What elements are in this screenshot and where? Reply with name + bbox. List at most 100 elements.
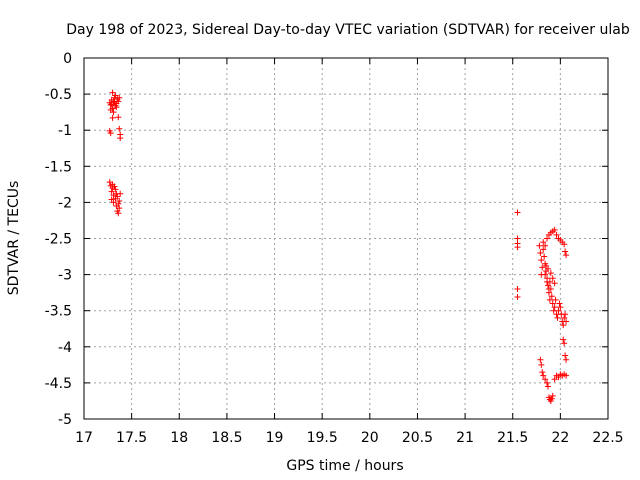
data-point-marker: [115, 98, 122, 105]
x-tick-label: 21.5: [497, 430, 528, 446]
data-point-marker: [514, 209, 521, 216]
data-point-marker: [116, 125, 123, 132]
data-point-marker: [111, 99, 118, 106]
data-point-marker: [514, 286, 521, 293]
data-point-marker: [563, 252, 570, 259]
data-point-marker: [544, 235, 551, 242]
x-tick-label: 19.5: [307, 430, 338, 446]
data-point-marker: [560, 322, 567, 329]
data-point-marker: [117, 135, 124, 142]
x-tick-label: 18: [170, 430, 188, 446]
x-tick-label: 20: [361, 430, 379, 446]
y-tick-label: -1: [58, 123, 72, 139]
data-point-marker: [556, 300, 563, 307]
data-point-marker: [555, 307, 562, 314]
data-point-marker: [110, 192, 117, 199]
data-points: [106, 89, 570, 404]
x-tick-label: 19: [266, 430, 284, 446]
data-point-marker: [537, 356, 544, 363]
data-point-marker: [540, 246, 547, 253]
data-point-marker: [547, 270, 554, 277]
data-point-marker: [540, 372, 547, 379]
data-point-marker: [542, 376, 549, 383]
y-tick-label: 0: [63, 51, 72, 67]
data-point-marker: [544, 282, 551, 289]
x-tick-label: 17: [75, 430, 93, 446]
data-point-marker: [107, 101, 114, 108]
data-point-marker: [536, 242, 543, 249]
data-point-marker: [561, 314, 568, 321]
data-point-marker: [539, 264, 546, 271]
x-tick-label: 18.5: [211, 430, 242, 446]
y-tick-label: -3.5: [45, 304, 72, 320]
data-point-marker: [563, 372, 570, 379]
data-point-marker: [551, 304, 558, 311]
y-tick-label: -0.5: [45, 87, 72, 103]
data-point-marker: [542, 242, 549, 249]
data-point-marker: [514, 293, 521, 300]
y-tick-label: -5: [58, 412, 72, 428]
data-point-marker: [538, 361, 545, 368]
data-point-marker: [112, 92, 119, 99]
data-point-marker: [562, 352, 569, 359]
data-point-marker: [113, 203, 120, 210]
data-point-marker: [115, 210, 122, 217]
data-point-marker: [551, 226, 558, 233]
data-point-marker: [563, 356, 570, 363]
x-tick-label: 22: [551, 430, 569, 446]
chart-title: Day 198 of 2023, Sidereal Day-to-day VTE…: [66, 22, 630, 38]
data-point-marker: [545, 286, 552, 293]
y-tick-labels: 0 -0.5 -1 -1.5 -2 -2.5 -3 -3.5 -4 -4.5 -5: [45, 51, 72, 428]
data-point-marker: [562, 311, 569, 318]
data-point-marker: [549, 392, 556, 399]
data-point-marker: [110, 109, 117, 116]
data-point-marker: [540, 239, 547, 246]
data-point-marker: [514, 244, 521, 251]
data-point-marker: [554, 314, 561, 321]
y-tick-label: -1.5: [45, 159, 72, 175]
data-point-marker: [551, 376, 558, 383]
y-tick-label: -2.5: [45, 232, 72, 248]
data-point-marker: [110, 199, 117, 206]
data-point-marker: [539, 369, 546, 376]
x-tick-label: 22.5: [592, 430, 623, 446]
x-tick-labels: 17 17.5 18 18.5 19 19.5 20 20.5 21 21.5 22 22.5: [75, 430, 624, 446]
y-axis-label: SDTVAR / TECUs: [6, 181, 22, 296]
data-point-marker: [544, 379, 551, 386]
data-point-marker: [107, 130, 114, 137]
x-tick-label: 20.5: [402, 430, 433, 446]
grid: [84, 58, 608, 419]
x-tick-label: 17.5: [116, 430, 147, 446]
data-point-marker: [109, 114, 116, 121]
data-point-marker: [117, 190, 124, 197]
y-tick-label: -2: [58, 195, 72, 211]
axis-ticks: [83, 57, 609, 420]
y-tick-label: -4.5: [45, 376, 72, 392]
data-point-marker: [116, 197, 123, 204]
data-point-marker: [552, 296, 559, 303]
data-point-marker: [109, 181, 116, 188]
data-point-marker: [109, 89, 116, 96]
data-point-marker: [114, 193, 121, 200]
data-point-marker: [544, 383, 551, 390]
x-axis-label: GPS time / hours: [286, 458, 403, 474]
data-point-marker: [549, 300, 556, 307]
data-point-marker: [115, 114, 122, 121]
y-tick-label: -4: [58, 340, 72, 356]
data-point-marker: [549, 275, 556, 282]
data-point-marker: [563, 318, 570, 325]
data-point-marker: [108, 188, 115, 195]
data-point-marker: [548, 395, 555, 402]
data-point-marker: [553, 231, 560, 238]
data-point-marker: [544, 265, 551, 272]
data-point-marker: [116, 94, 123, 101]
data-point-marker: [544, 278, 551, 285]
data-point-marker: [538, 257, 545, 264]
data-point-marker: [562, 248, 569, 255]
data-point-marker: [514, 235, 521, 242]
data-point-marker: [561, 241, 568, 248]
y-tick-label: -3: [58, 268, 72, 284]
data-point-marker: [551, 280, 558, 287]
data-point-marker: [113, 104, 120, 111]
